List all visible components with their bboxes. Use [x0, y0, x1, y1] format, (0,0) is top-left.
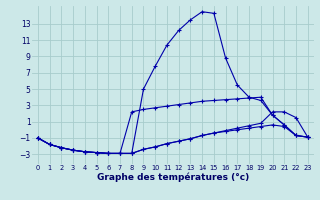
X-axis label: Graphe des températures (°c): Graphe des températures (°c)	[97, 173, 249, 182]
